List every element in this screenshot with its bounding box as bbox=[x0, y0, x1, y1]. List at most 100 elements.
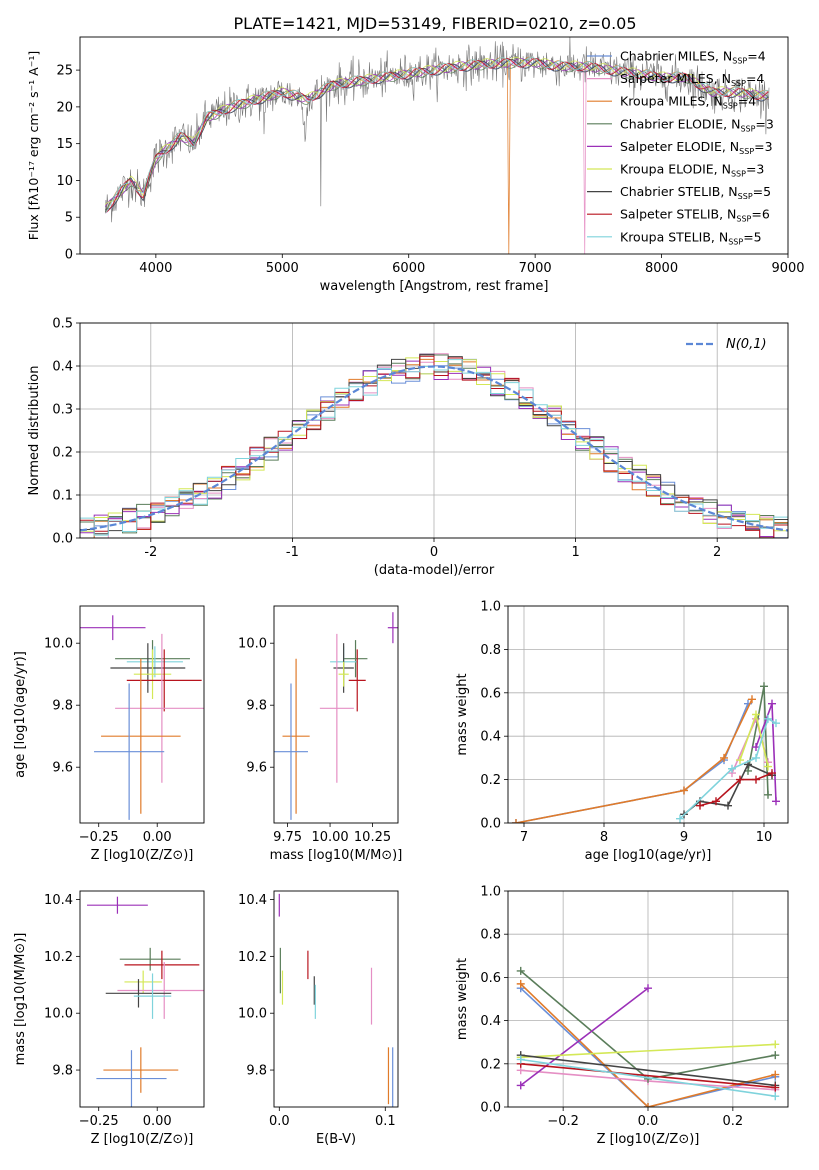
legend-label: Kroupa ELODIE, NSSP=3 bbox=[620, 162, 764, 179]
marker bbox=[772, 719, 780, 728]
x-tick-label: 0.00 bbox=[143, 1114, 172, 1129]
x-axis-label: (data-model)/error bbox=[374, 563, 495, 578]
mass_vs_z-panel: −0.25 0.00 9.8 10.0 10.2 10.4 Z [log10(Z/Z⊙)] m… bbox=[13, 890, 205, 1147]
y-axis-label: Flux [fλ10⁻¹⁷ erg cm⁻² s⁻¹ A⁻¹] bbox=[26, 51, 41, 240]
x-tick-label: 10.25 bbox=[354, 830, 391, 845]
marker bbox=[768, 699, 776, 708]
y-tick-label: 0.5 bbox=[52, 317, 73, 332]
x-tick-label: 4000 bbox=[139, 261, 172, 276]
x-tick-label: 6000 bbox=[392, 261, 425, 276]
axes-frame bbox=[79, 322, 789, 539]
y-tick-label: 0.2 bbox=[52, 446, 73, 461]
y-tick-label: 0.4 bbox=[480, 730, 501, 745]
legend-label: N(0,1) bbox=[726, 337, 767, 352]
y-tick-label: 0.1 bbox=[52, 489, 73, 504]
marker bbox=[736, 756, 744, 765]
x-tick-label: 10 bbox=[756, 830, 773, 845]
x-tick-label: 0 bbox=[430, 545, 438, 560]
x-tick-label: 7 bbox=[520, 830, 528, 845]
marker bbox=[516, 1081, 525, 1090]
y-tick-label: 10.0 bbox=[44, 1007, 73, 1022]
y-tick-label: 9.8 bbox=[52, 1064, 73, 1079]
x-tick-label: 8 bbox=[600, 830, 608, 845]
y-tick-label: 0.0 bbox=[480, 817, 501, 832]
x-tick-label: 7000 bbox=[519, 261, 552, 276]
legend-label: Chabrier STELIB, NSSP=5 bbox=[620, 184, 771, 201]
marker bbox=[752, 753, 760, 762]
y-tick-label: 9.8 bbox=[246, 699, 267, 714]
marker bbox=[760, 682, 768, 691]
points bbox=[87, 896, 204, 1107]
points bbox=[274, 612, 398, 820]
marker bbox=[771, 1092, 780, 1101]
x-tick-label: −0.2 bbox=[547, 1114, 579, 1129]
x-axis-label: wavelength [Angstrom, rest frame] bbox=[320, 279, 549, 294]
axes-frame bbox=[273, 890, 399, 1108]
y-tick-label: 0.6 bbox=[480, 971, 501, 986]
marker bbox=[644, 1103, 652, 1107]
legend-label: Salpeter ELODIE, NSSP=3 bbox=[620, 139, 773, 156]
x-tick-label: 0.0 bbox=[638, 1114, 659, 1129]
y-tick-label: 1.0 bbox=[480, 600, 501, 615]
x-tick-label: -1 bbox=[286, 545, 299, 560]
legend-label: Salpeter STELIB, NSSP=6 bbox=[620, 207, 770, 224]
histogram-kroupa_stelib bbox=[80, 359, 788, 536]
x-tick-label: 0.0 bbox=[269, 1114, 290, 1129]
marker bbox=[728, 764, 736, 773]
weight_vs_age-panel: 7 8 9 10 0.0 0.2 0.4 0.6 0.8 1.0 age [log10(age/yr… bbox=[455, 600, 789, 863]
marker bbox=[720, 753, 728, 762]
axes-frame bbox=[79, 36, 789, 255]
y-tick-label: 10.4 bbox=[238, 893, 267, 908]
x-tick-label: 9.75 bbox=[273, 830, 302, 845]
y-tick-label: 0.8 bbox=[480, 928, 501, 943]
mass_vs_ebv-panel: 0.0 0.1 9.8 10.0 10.2 10.4 E(B-V) bbox=[238, 890, 399, 1147]
y-tick-label: 10.2 bbox=[238, 950, 267, 965]
axes-frame bbox=[79, 890, 205, 1108]
legend-label: Kroupa STELIB, NSSP=5 bbox=[620, 229, 762, 246]
axes-frame bbox=[273, 605, 399, 824]
x-tick-label: 5000 bbox=[266, 261, 299, 276]
y-tick-label: 1.0 bbox=[480, 885, 501, 900]
y-tick-label: 25 bbox=[56, 64, 73, 79]
x-tick-label: 8000 bbox=[645, 261, 678, 276]
y-axis-label: age [log10(age/yr)] bbox=[13, 651, 28, 778]
y-tick-label: 0.0 bbox=[480, 1101, 501, 1116]
series-line bbox=[520, 987, 649, 1087]
y-tick-label: 15 bbox=[56, 137, 73, 152]
marker bbox=[712, 797, 720, 806]
marker bbox=[736, 775, 744, 784]
y-tick-label: 0.0 bbox=[52, 532, 73, 547]
y-axis-label: mass weight bbox=[455, 958, 470, 1040]
y-tick-label: 0.4 bbox=[52, 360, 73, 375]
marker bbox=[768, 769, 776, 778]
legend-label: Chabrier ELODIE, NSSP=3 bbox=[620, 116, 774, 133]
y-tick-label: 9.6 bbox=[246, 761, 267, 776]
marker bbox=[516, 979, 525, 988]
age_vs_mass-panel: 9.75 10.00 10.25 9.6 9.8 10.0 mass [log10(M/M⊙… bbox=[238, 605, 402, 863]
marker bbox=[764, 714, 772, 723]
series-line bbox=[520, 1058, 776, 1097]
y-tick-label: 0.4 bbox=[480, 1014, 501, 1029]
marker bbox=[764, 790, 772, 799]
x-tick-label: 1 bbox=[571, 545, 579, 560]
legend-label: Kroupa MILES, NSSP=4 bbox=[620, 94, 756, 111]
marker bbox=[516, 966, 525, 975]
y-tick-label: 20 bbox=[56, 100, 73, 115]
y-tick-label: 9.8 bbox=[52, 699, 73, 714]
axes-frame bbox=[79, 605, 205, 824]
y-tick-label: 0.2 bbox=[480, 773, 501, 788]
x-axis-label: Z [log10(Z/Z⊙)] bbox=[597, 1132, 700, 1147]
y-tick-label: 10.0 bbox=[44, 637, 73, 652]
y-tick-label: 0.2 bbox=[480, 1057, 501, 1072]
marker bbox=[752, 710, 760, 719]
y-tick-label: 10 bbox=[56, 174, 73, 189]
legend: Chabrier MILES, NSSP=4 Salpeter MILES, NS… bbox=[587, 49, 774, 246]
series-line bbox=[520, 1043, 776, 1059]
x-tick-label: 9 bbox=[680, 830, 688, 845]
marker bbox=[772, 797, 780, 806]
marker bbox=[644, 984, 652, 993]
marker bbox=[771, 1040, 780, 1049]
marker bbox=[764, 762, 772, 771]
marker bbox=[771, 1083, 780, 1092]
series-line bbox=[520, 1054, 776, 1087]
